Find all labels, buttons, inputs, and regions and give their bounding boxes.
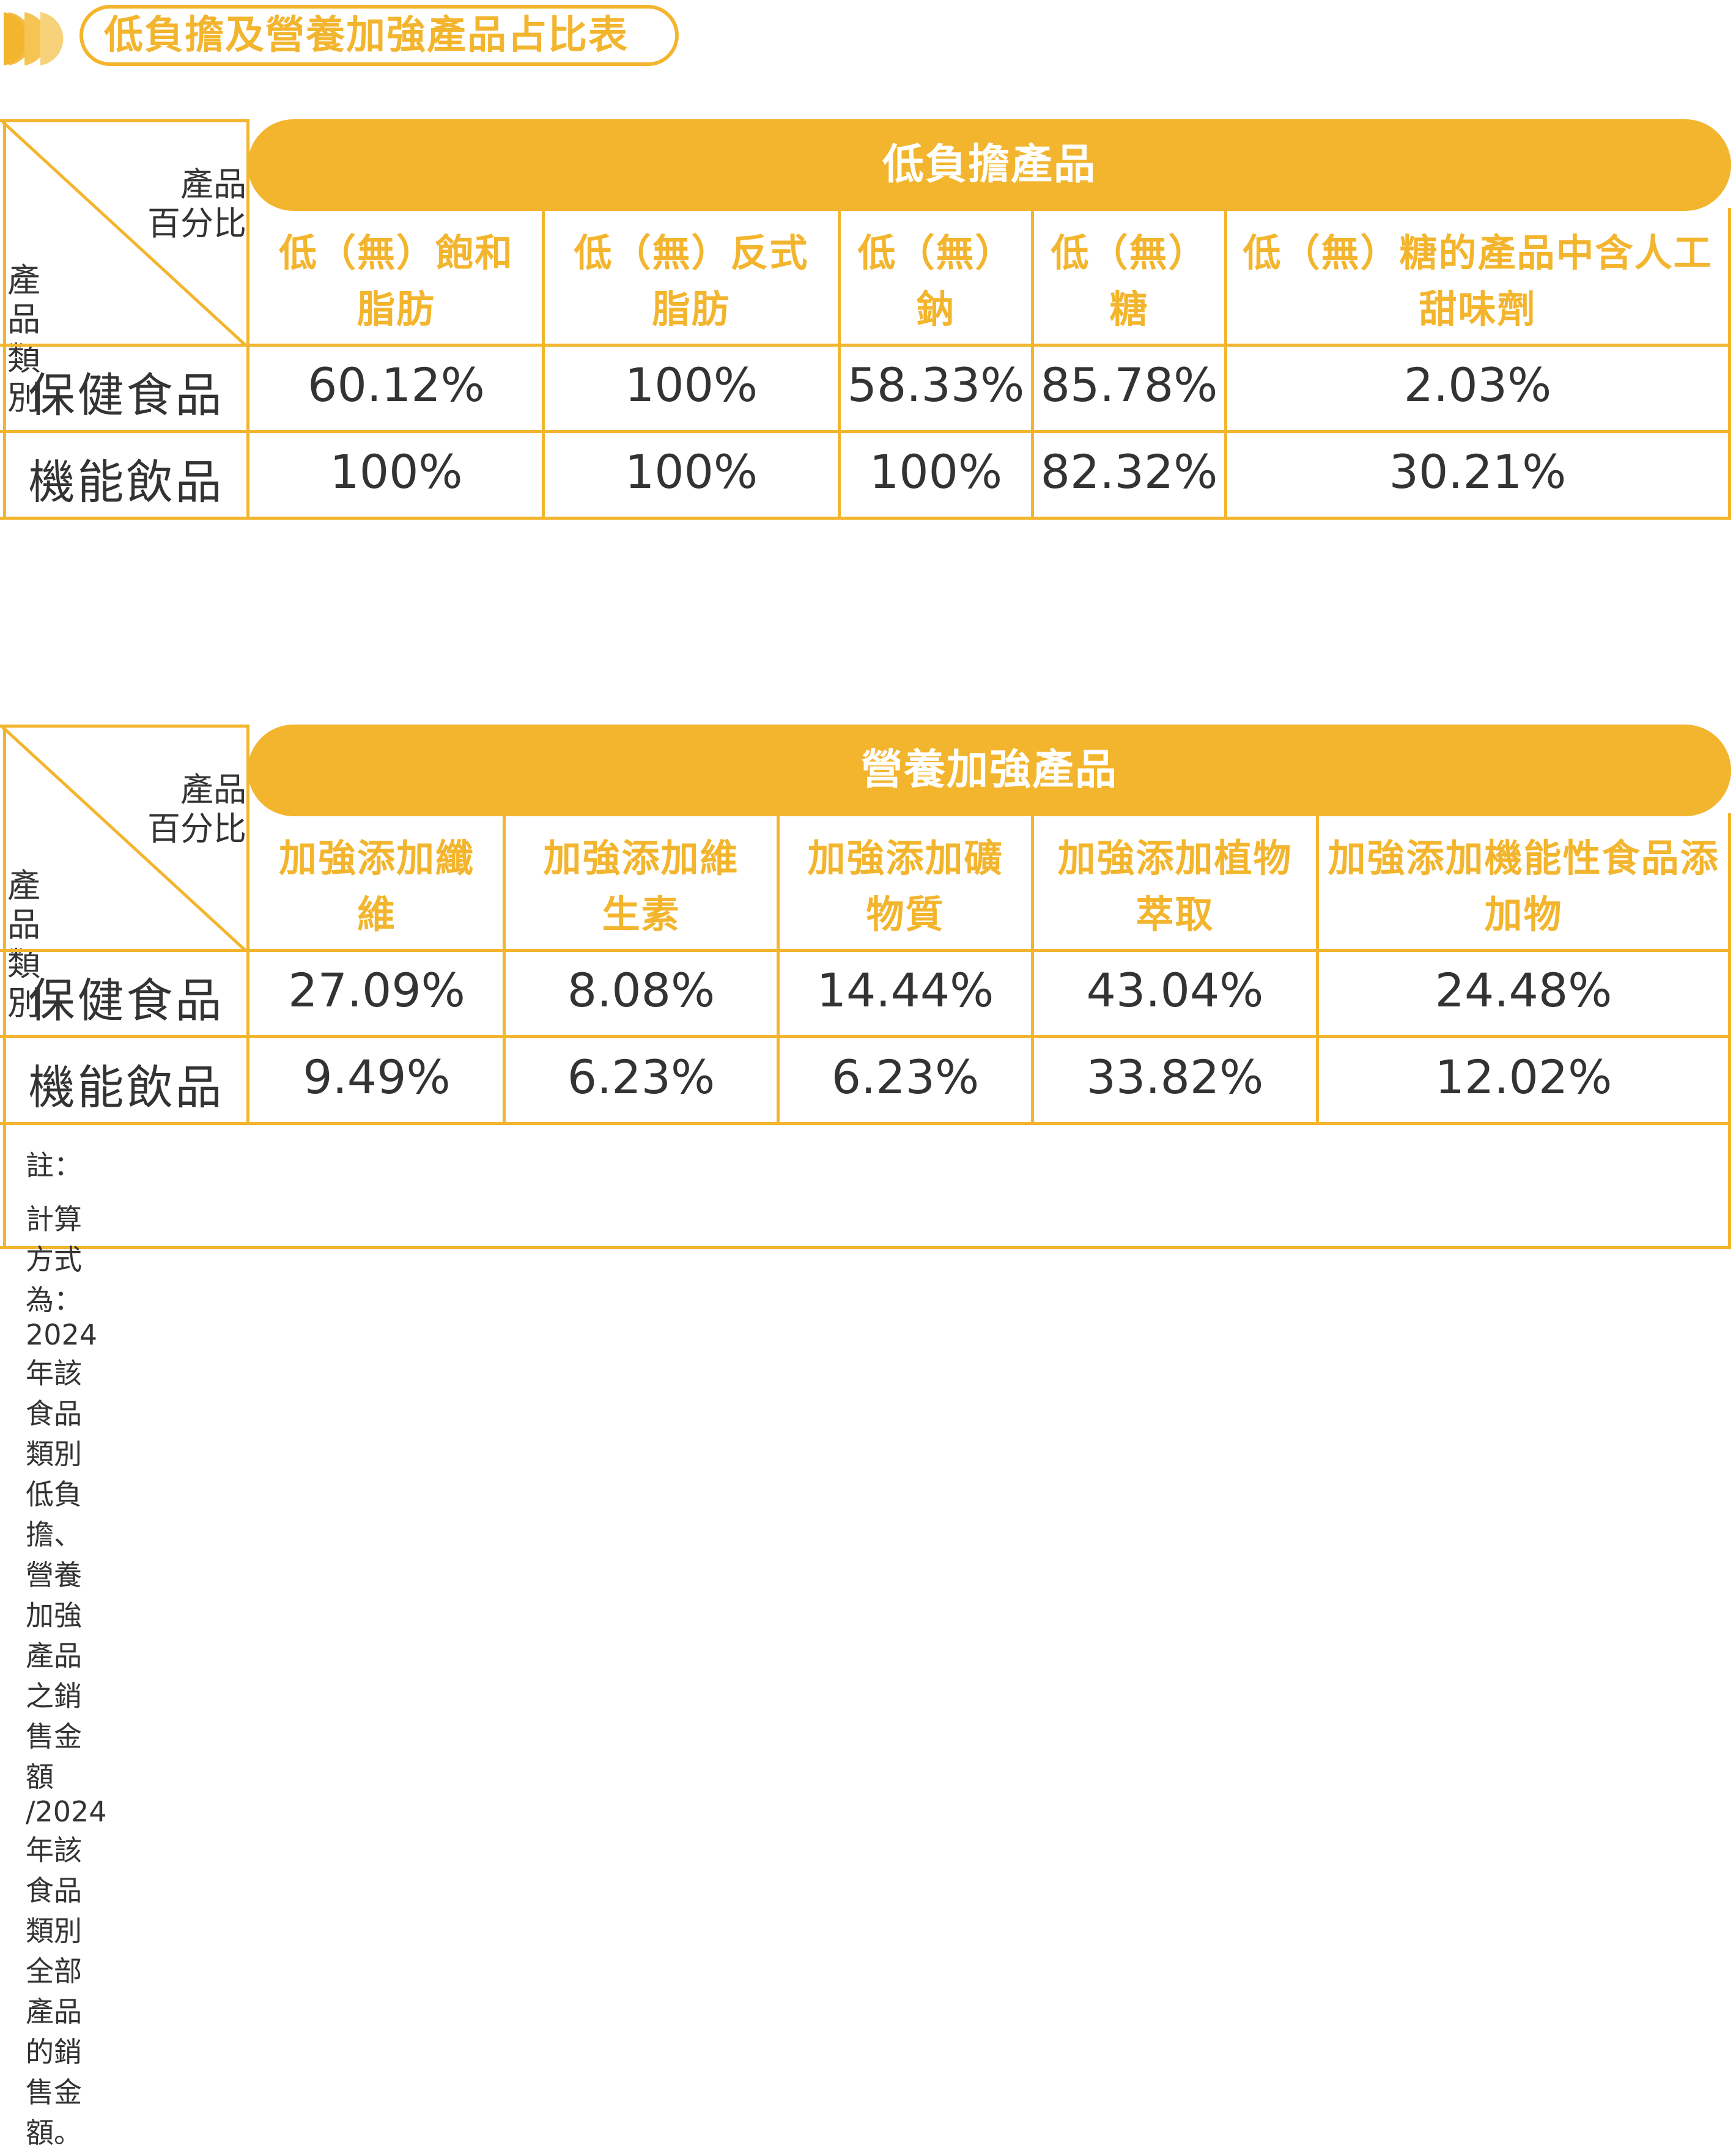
column-head: 加強添加機能性食品添 加物 bbox=[1328, 836, 1719, 937]
column-head: 低（無）糖 bbox=[1051, 231, 1208, 331]
table-cell: 14.44% bbox=[816, 963, 994, 1017]
table-cell: 100% bbox=[624, 358, 758, 412]
column-head: 加強添加纖維 bbox=[278, 836, 475, 937]
table-cell: 24.48% bbox=[1435, 963, 1612, 1017]
column-head: 加強添加礦 物質 bbox=[807, 836, 1003, 937]
table-header-nutrition: 營養加強產品 bbox=[248, 725, 1731, 816]
table-cell: 58.33% bbox=[847, 358, 1025, 412]
table-cell: 6.23% bbox=[567, 1050, 715, 1104]
corner-label-top: 產品 百分比 bbox=[147, 770, 246, 848]
table-cell: 12.02% bbox=[1435, 1050, 1612, 1104]
table-cell: 30.21% bbox=[1389, 445, 1567, 499]
table-cell: 100% bbox=[624, 445, 758, 499]
row-label: 保健食品 bbox=[28, 368, 224, 422]
table-cell: 27.09% bbox=[288, 963, 465, 1017]
table-cell: 100% bbox=[330, 445, 463, 499]
chevron-dots-icon bbox=[4, 12, 64, 65]
column-head: 低（無）糖的產品中含人工 甜味劑 bbox=[1243, 231, 1713, 331]
table-cell: 60.12% bbox=[308, 358, 485, 412]
table-cell: 33.82% bbox=[1086, 1050, 1264, 1104]
note-label: 註： bbox=[26, 1149, 82, 1182]
note-text: 計算方式為：2024 年該食品類別低負擔、營養加強產品之銷售金額 /2024 年… bbox=[26, 1203, 107, 2149]
column-head: 加強添加維 生素 bbox=[543, 836, 739, 937]
column-head: 低（無）飽和 脂肪 bbox=[278, 231, 514, 331]
row-label: 保健食品 bbox=[28, 973, 224, 1028]
table-cell: 2.03% bbox=[1403, 358, 1552, 412]
page-title: 低負擔及營養加強產品占比表 bbox=[79, 5, 679, 66]
row-label: 機能飲品 bbox=[28, 455, 224, 509]
corner-label-top: 產品 百分比 bbox=[147, 165, 246, 243]
column-head: 低（無）鈉 bbox=[857, 231, 1014, 331]
table-cell: 82.32% bbox=[1040, 445, 1218, 499]
column-head: 加強添加植物 萃取 bbox=[1057, 836, 1293, 937]
corner-diagonal bbox=[1, 120, 247, 347]
table-cell: 100% bbox=[869, 445, 1003, 499]
table-header-low-burden: 低負擔產品 bbox=[248, 119, 1731, 211]
corner-diagonal bbox=[1, 726, 247, 952]
table-cell: 8.08% bbox=[567, 963, 715, 1017]
table-cell: 43.04% bbox=[1086, 963, 1264, 1017]
row-label: 機能飲品 bbox=[28, 1060, 224, 1115]
table-cell: 9.49% bbox=[303, 1050, 451, 1104]
column-head: 低（無）反式 脂肪 bbox=[574, 231, 809, 331]
table-cell: 6.23% bbox=[831, 1050, 980, 1104]
table-cell: 85.78% bbox=[1040, 358, 1218, 412]
